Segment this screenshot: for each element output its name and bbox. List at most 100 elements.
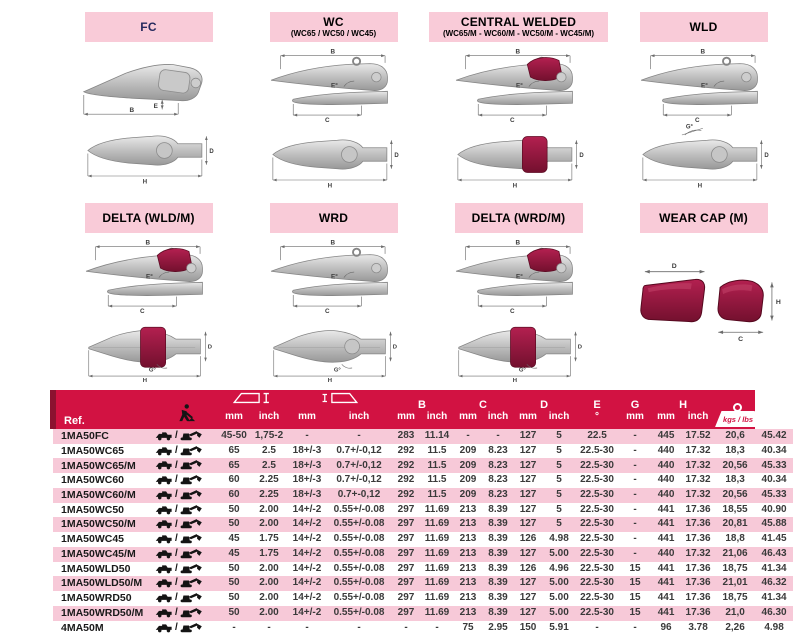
technical-drawing: B E° C D H [433,47,605,189]
panel-wc: WC (WC65 / WC50 / WC45) B E° C D H [241,12,426,189]
value-cell: 50 [228,503,240,515]
value-cell: 11.5 [427,459,447,471]
value-cell: 0.7+/-0,12 [336,459,382,471]
table-row: 4MA50M / - - - - - - 75 2.95 150 5.91 - - 96 3.78 2,26 4.… [53,620,794,636]
unit-inch: inch [251,411,287,429]
product-name: DELTA (WRD/M) [471,210,566,225]
value-cell: 441 [657,533,675,545]
value-cell: 2.00 [259,577,279,589]
value-cell: 22.5-30 [580,489,614,500]
loader-icon [155,432,172,441]
loader-icon [155,623,172,632]
value-cell: 213 [459,606,477,618]
panel-wld: WLD B E° C G° D H [611,12,796,189]
value-cell: 14+/-2 [292,547,322,559]
value-cell: 292 [397,489,415,500]
value-cell: - [633,621,637,633]
loader-icon [155,476,172,485]
loader-icon [155,594,172,603]
value-cell: 297 [397,592,415,604]
value-cell: 11.69 [424,547,450,559]
value-cell: 0.55+/-0.08 [333,592,385,604]
value-cell: 17.32 [685,474,711,486]
value-cell: 440 [657,489,675,500]
value-cell: 1.75 [259,547,279,559]
machine-compatibility-cell: / [153,606,217,621]
value-cell: 8.23 [488,489,508,500]
value-cell: 127 [519,444,537,456]
svg-text:D: D [764,153,769,159]
ref-cell: 1MA50WC50/M [61,518,136,531]
ref-column-header: Ref. [50,390,153,429]
separator-slash: / [175,489,178,501]
value-cell: 17.36 [685,518,711,530]
value-cell: 46.32 [761,577,787,589]
value-cell: 213 [459,577,477,589]
value-cell: 17.36 [685,592,711,604]
lip-profile-left-header [217,390,287,411]
separator-slash: / [175,562,178,574]
svg-text:G°: G° [518,368,526,374]
excavator-icon [180,534,202,544]
machine-compatibility-cell: / [153,458,217,473]
value-cell: 2.00 [259,592,279,604]
unit-mm: mm [217,411,251,429]
loader-icon [155,520,172,529]
value-cell: 11.69 [424,562,450,574]
value-cell: 8.39 [488,518,508,530]
value-cell: 441 [657,503,675,515]
value-cell: 11.69 [424,606,450,618]
machine-column-header [153,390,217,429]
machine-compatibility-cell: / [153,591,217,606]
value-cell: 2.00 [259,518,279,530]
value-cell: 22.5 [587,430,607,442]
value-cell: 11.69 [424,533,450,545]
product-label: WLD [639,12,768,42]
value-cell: 283 [397,430,415,442]
value-cell: 11.5 [427,474,447,486]
svg-text:B: B [129,107,134,114]
machine-compatibility-cell: / [153,562,217,577]
loader-icon [155,535,172,544]
value-cell: 5.91 [549,621,569,633]
value-cell: - [633,430,637,442]
product-name: CENTRAL WELDED [460,15,577,29]
value-cell: 22.5-30 [580,577,614,589]
value-cell: 22.5-30 [580,592,614,604]
value-cell: 5.00 [549,606,569,618]
svg-text:D: D [394,153,399,159]
value-cell: 0.55+/-0.08 [333,533,385,545]
technical-drawing: B E° C D G° H [63,238,235,382]
value-cell: 127 [519,518,537,530]
value-cell: 127 [519,459,537,471]
value-cell: 21,06 [722,547,748,559]
svg-text:E°: E° [516,272,523,280]
value-cell: 14+/-2 [292,503,322,515]
value-cell: 22.5-30 [580,518,614,530]
value-cell: 20,6 [725,430,745,442]
svg-text:H: H [697,184,701,190]
svg-text:G°: G° [685,124,693,130]
value-cell: 445 [657,430,675,442]
value-cell: 441 [657,518,675,530]
unit-mm: mm [453,411,484,429]
value-cell: 45.42 [761,430,787,442]
value-cell: 441 [657,592,675,604]
separator-slash: / [175,459,178,471]
value-cell: 127 [519,474,537,486]
product-name: WEAR CAP (M) [659,210,748,225]
loader-icon [155,447,172,456]
svg-text:H: H [142,378,146,382]
value-cell: 8.39 [488,577,508,589]
column-header-H: H [651,390,716,411]
value-cell: 2.25 [259,489,279,500]
worker-icon [178,404,195,422]
svg-text:H: H [327,184,331,190]
svg-text:D: D [392,345,397,351]
value-cell: 11.69 [424,518,450,530]
value-cell: 1.75 [259,533,279,545]
value-cell: 126 [519,533,537,545]
value-cell: 22.5-30 [580,606,614,618]
value-cell: 4.98 [549,533,569,545]
separator-slash: / [175,533,178,545]
